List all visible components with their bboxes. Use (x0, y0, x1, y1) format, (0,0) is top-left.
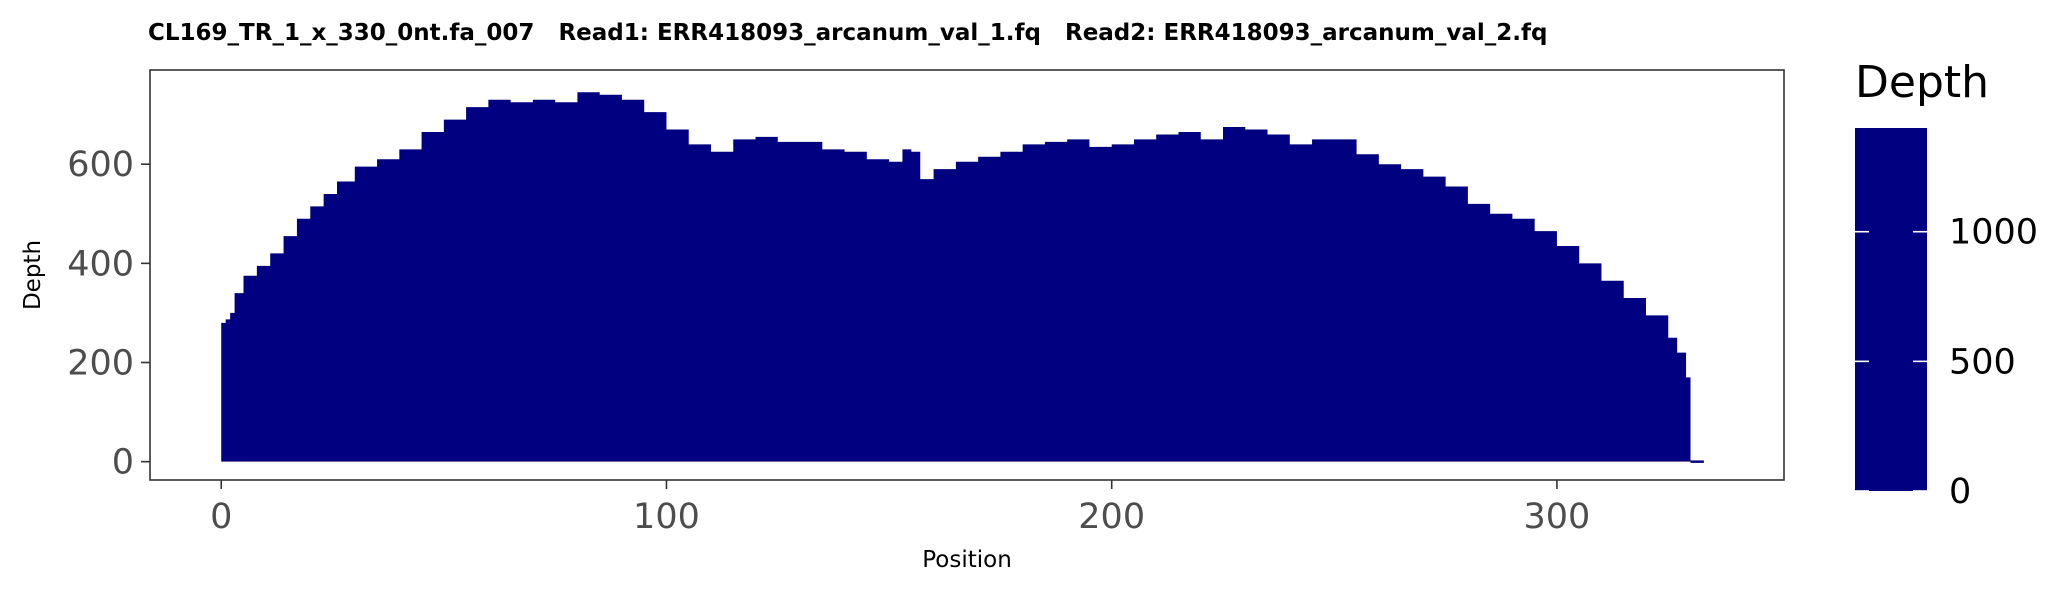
x-tick-label: 0 (210, 497, 232, 537)
legend-tick-label: 500 (1949, 342, 2016, 382)
chart-title: CL169_TR_1_x_330_0nt.fa_007 Read1: ERR41… (148, 20, 1547, 46)
depth-area (221, 92, 1704, 462)
y-tick-label: 200 (67, 344, 134, 384)
y-tick-label: 0 (112, 443, 134, 483)
y-tick-label: 600 (67, 145, 134, 185)
x-tick-label: 300 (1524, 497, 1591, 537)
area-layer (221, 92, 1704, 463)
legend-tick-label: 0 (1949, 472, 1971, 512)
legend-colorbar (1855, 128, 1927, 491)
x-tick-label: 200 (1078, 497, 1145, 537)
legend-ticks: 0 500 1000 (1855, 213, 2038, 512)
x-tick-label: 100 (633, 497, 700, 537)
x-axis-label: Position (922, 547, 1012, 573)
color-legend: Depth 0 500 1000 (1855, 57, 2038, 512)
y-axis-label: Depth (20, 240, 46, 310)
legend-tick-label: 1000 (1949, 213, 2038, 253)
legend-title: Depth (1855, 57, 1989, 108)
y-axis: 0 200 400 600 (67, 145, 150, 483)
x-axis: 0 100 200 300 (210, 480, 1590, 537)
y-tick-label: 400 (67, 244, 134, 284)
